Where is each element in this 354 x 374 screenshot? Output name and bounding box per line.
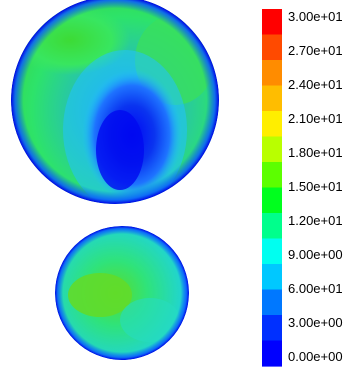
colorbar-tick-label: 0.00e+00 [288, 349, 343, 364]
colorbar-swatch [262, 162, 282, 189]
colorbar-tick-label: 6.00e+01 [288, 281, 343, 296]
colorbar-swatch [262, 213, 282, 240]
colorbar-swatch [262, 9, 282, 36]
colorbar-swatch [262, 34, 282, 61]
colorbar-tick-label: 9.00e+00 [288, 247, 343, 262]
colorbar-tick-label: 1.50e+01 [288, 179, 343, 194]
colorbar-tick-label: 2.10e+01 [288, 111, 343, 126]
colorbar-swatch [262, 289, 282, 316]
colorbar-tick-label: 2.70e+01 [288, 43, 343, 58]
colorbar-swatch [262, 340, 282, 367]
colorbar-swatch [262, 187, 282, 214]
colorbar-tick-label: 2.40e+01 [288, 77, 343, 92]
colorbar [262, 9, 282, 367]
colorbar-swatch [262, 111, 282, 138]
small-disk [55, 226, 189, 360]
colorbar-swatch [262, 264, 282, 291]
colorbar-swatch [262, 238, 282, 265]
colorbar-tick-label: 1.80e+01 [288, 145, 343, 160]
colorbar-swatch [262, 315, 282, 342]
large-disk [11, 0, 219, 204]
colorbar-swatch [262, 136, 282, 163]
colorbar-tick-label: 3.00e+00 [288, 315, 343, 330]
colorbar-tick-label: 3.00e+01 [288, 9, 343, 24]
colorbar-tick-label: 1.20e+01 [288, 213, 343, 228]
colorbar-swatch [262, 60, 282, 87]
colorbar-swatch [262, 85, 282, 112]
